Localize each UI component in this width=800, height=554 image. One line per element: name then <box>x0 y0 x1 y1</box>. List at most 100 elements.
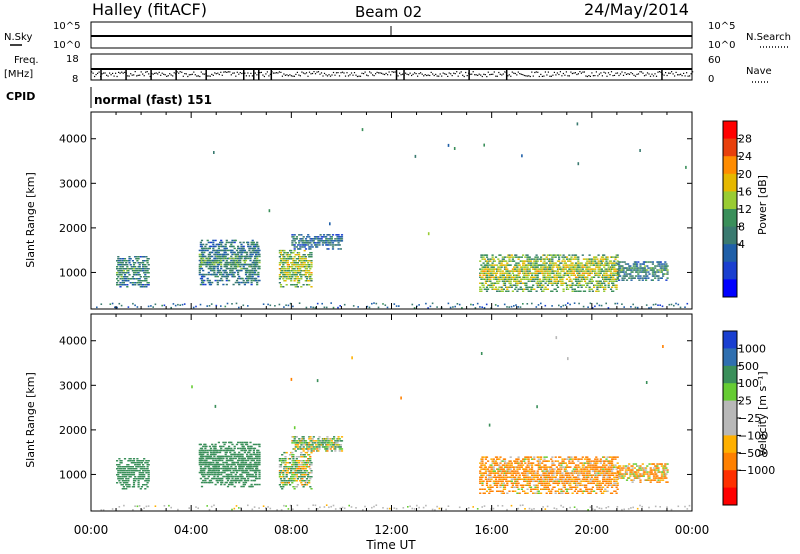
nave-dot <box>341 71 344 73</box>
echo-cell <box>200 247 204 250</box>
echo-cell <box>613 280 616 282</box>
nave-dot <box>363 73 365 75</box>
echo-cell <box>200 449 204 452</box>
echo-cell <box>309 274 312 276</box>
echo-cell <box>492 458 495 460</box>
echo-cell <box>325 444 328 446</box>
echo-cell <box>258 469 261 472</box>
nave-dot <box>393 71 395 73</box>
echo-cell <box>613 268 616 270</box>
echo-cell <box>337 240 340 242</box>
echo-cell <box>217 473 220 476</box>
ground-scatter-cell <box>312 504 314 506</box>
echo-cell <box>484 468 487 470</box>
echo-cell <box>255 277 258 280</box>
echo-cell <box>577 256 580 258</box>
echo-cell <box>599 258 602 260</box>
echo-cell <box>502 464 505 466</box>
echo-cell <box>283 480 286 482</box>
echo-cell <box>536 258 539 260</box>
echo-cell <box>220 261 223 264</box>
echo-cell <box>622 279 625 281</box>
echo-cell <box>284 468 287 470</box>
echo-cell <box>499 466 502 468</box>
ground-scatter-cell <box>398 305 400 307</box>
echo-cell <box>654 265 657 267</box>
echo-cell <box>576 264 579 266</box>
echo-cell <box>123 272 127 274</box>
echo-cell <box>252 443 255 446</box>
echo-cell <box>309 458 312 460</box>
echo-cell <box>656 265 659 267</box>
echo-cell <box>287 278 290 280</box>
echo-cell <box>255 475 258 478</box>
nave-dot <box>316 71 318 73</box>
echo-cell <box>636 267 639 269</box>
echo-cell <box>122 470 125 472</box>
echo-cell <box>645 279 648 281</box>
echo-cell <box>146 260 149 262</box>
echo-cell <box>247 275 250 278</box>
echo-cell <box>307 474 310 476</box>
echo-cell <box>285 474 288 476</box>
ground-scatter-cell <box>605 507 607 509</box>
echo-cell <box>287 478 290 480</box>
ground-scatter-cell <box>199 303 202 306</box>
echo-cell <box>292 454 295 456</box>
ground-scatter-cell <box>373 302 375 304</box>
echo-cell <box>258 253 261 256</box>
echo-cell <box>215 477 218 480</box>
echo-cell <box>511 482 514 484</box>
echo-cell <box>232 471 235 474</box>
echo-cell <box>325 240 328 242</box>
ground-scatter-cell <box>269 304 272 307</box>
echo-cell <box>250 255 253 258</box>
nave-dot <box>236 71 238 73</box>
ground-scatter-cell <box>506 306 508 308</box>
echo-cell <box>249 441 252 444</box>
echo-cell <box>244 277 248 280</box>
echo-cell <box>497 276 500 278</box>
ground-scatter-cell <box>497 305 499 307</box>
echo-cell <box>508 270 511 272</box>
echo-cell <box>213 455 216 458</box>
ground-scatter-cell <box>519 306 522 308</box>
echo-cell <box>623 267 626 269</box>
echo-cell <box>301 264 304 266</box>
echo-cell <box>325 446 328 448</box>
echo-cell <box>536 286 539 288</box>
ground-scatter-cell <box>197 507 199 509</box>
echo-cell <box>503 472 507 474</box>
echo-cell <box>522 290 525 292</box>
echo-cell <box>492 288 495 290</box>
echo-cell <box>216 269 219 272</box>
ground-scatter-cell <box>337 306 339 309</box>
echo-cell <box>139 474 142 476</box>
echo-cell <box>333 240 336 242</box>
echo-cell <box>316 236 319 238</box>
colorbar-segment <box>723 279 737 298</box>
echo-cell <box>613 266 616 268</box>
echo-cell <box>246 443 249 446</box>
echo-cell <box>128 260 131 262</box>
echo-cell <box>230 265 233 268</box>
echo-cell <box>249 461 252 464</box>
echo-cell <box>203 481 206 484</box>
echo-cell <box>285 451 288 454</box>
nave-dot <box>582 71 584 73</box>
echo-cell <box>663 265 666 267</box>
ground-scatter-cell <box>494 304 497 306</box>
echo-cell <box>604 276 607 278</box>
echo-cell <box>628 269 631 271</box>
echo-cell <box>307 244 310 246</box>
echo-cell <box>240 267 243 270</box>
echo-cell <box>224 465 227 468</box>
ground-scatter-cell <box>513 305 515 307</box>
ground-scatter-cell <box>652 303 655 306</box>
echo-cell <box>242 263 245 266</box>
echo-cell <box>207 475 210 478</box>
echo-cell <box>533 260 536 262</box>
echo-cell <box>229 469 232 472</box>
echo-cell <box>200 255 204 258</box>
ground-scatter-cell <box>120 304 123 307</box>
